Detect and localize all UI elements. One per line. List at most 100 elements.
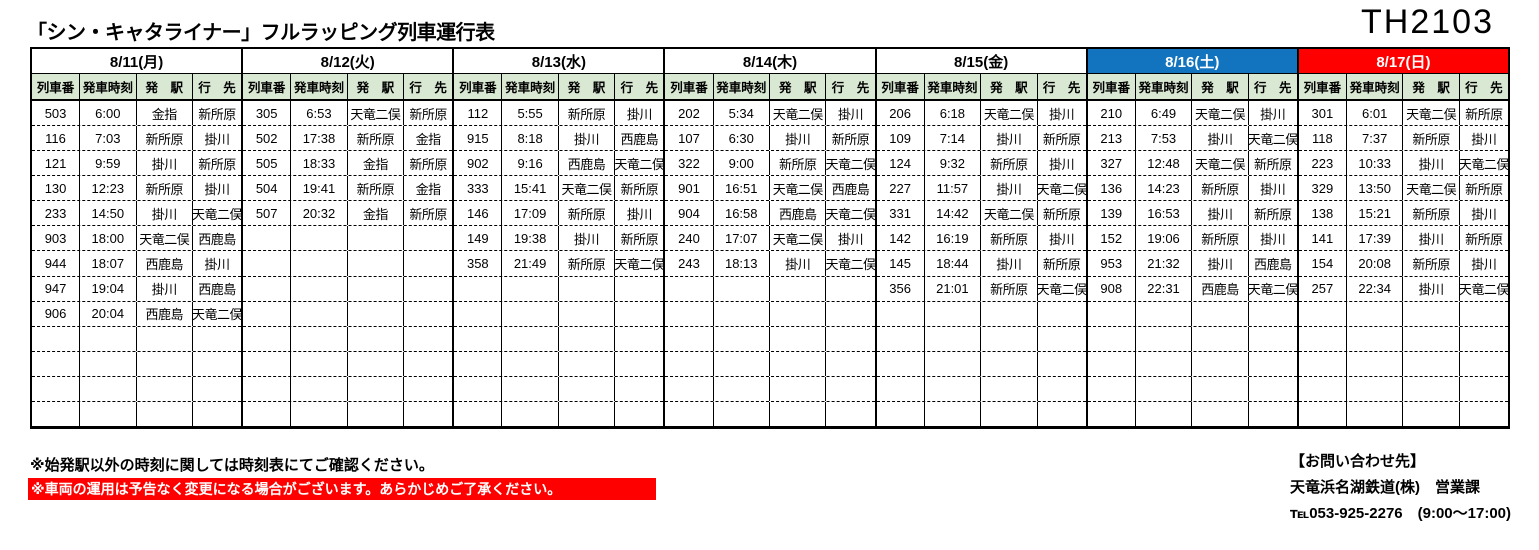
- timetable-row: [32, 351, 242, 377]
- cell-departure-station: 西鹿島: [137, 251, 193, 276]
- cell-train-number: 210: [1088, 101, 1136, 126]
- cell-departure-station: 掛川: [559, 126, 616, 151]
- timetable-row: 145 18:44 掛川 新所原: [876, 251, 1086, 277]
- cell-destination: 新所原: [1042, 131, 1081, 147]
- cell-train-number: 206: [877, 101, 925, 126]
- cell-destination: [826, 402, 874, 426]
- cell-departure-station: 西鹿島: [770, 201, 827, 226]
- cell-departure-station: 掛川: [1192, 251, 1249, 276]
- cell-destination: 掛川: [837, 106, 864, 122]
- cell-destination: 掛川: [837, 231, 864, 247]
- cell-destination: [826, 352, 874, 376]
- cell-destination: [826, 327, 874, 351]
- cell-departure-time: 18:07: [80, 251, 137, 276]
- cell-departure-time: [291, 276, 348, 301]
- cell-train-number: 107: [665, 126, 714, 151]
- column-header-row: 列車番 発車時刻発 駅行 先: [1087, 74, 1297, 101]
- cell-train-number: 116: [32, 126, 81, 151]
- cell-departure-station: [770, 351, 827, 376]
- cell-departure-station: 金指: [137, 101, 193, 126]
- day-group-1: 8/12(火) 列車番 発車時刻発 駅行 先 305 6:53 天竜二俣 新所原 502 17:…: [243, 49, 455, 427]
- cell-departure-time: [291, 226, 348, 251]
- cell-departure-station: 金指: [348, 201, 405, 226]
- cell-destination: 天竜二俣: [615, 257, 664, 272]
- cell-departure-time: 20:32: [291, 201, 348, 226]
- cell-train-number: 507: [243, 201, 292, 226]
- cell-destination: [615, 327, 663, 351]
- cell-departure-station: 金指: [348, 151, 405, 176]
- cell-destination: 掛川: [204, 257, 231, 272]
- page-title: 「シン・キャタライナー」フルラッピング列車運行表: [27, 22, 495, 44]
- cell-train-number: 906: [32, 301, 81, 326]
- cell-departure-time: [925, 376, 982, 401]
- timetable-row: [665, 351, 875, 377]
- cell-departure-station: [348, 401, 405, 427]
- timetable-row: [877, 401, 1086, 427]
- cell-departure-station: 天竜二俣: [1403, 176, 1460, 201]
- cell-departure-time: 21:32: [1136, 251, 1193, 276]
- cell-destination: 天竜二俣: [1459, 156, 1508, 172]
- cell-destination: [404, 277, 452, 301]
- timetable-row: 124 9:32 新所原 掛川: [876, 151, 1086, 177]
- cell-departure-station: 掛川: [1192, 126, 1249, 151]
- cell-departure-time: [925, 351, 982, 376]
- cell-train-number: 152: [1088, 226, 1136, 251]
- cell-train-number: 109: [877, 126, 925, 151]
- cell-departure-time: 12:48: [1136, 151, 1193, 176]
- cell-departure-station: [559, 301, 616, 326]
- cell-departure-time: [714, 301, 770, 326]
- cell-departure-time: 19:06: [1136, 226, 1193, 251]
- cell-departure-time: 19:41: [291, 176, 348, 201]
- cell-departure-time: [1347, 376, 1404, 401]
- cell-departure-station: 新所原: [1403, 251, 1460, 276]
- cell-train-number: 154: [1299, 251, 1347, 276]
- cell-departure-time: 9:59: [80, 151, 137, 176]
- day-group-6: 8/17(日) 列車番 発車時刻発 駅行 先 301 6:01 天竜二俣 新所原 118 7:3…: [1298, 49, 1508, 427]
- cell-departure-time: 6:18: [925, 101, 982, 126]
- timetable-row: 139 16:53 掛川 新所原: [1087, 201, 1297, 227]
- column-header-train-number: 列車番: [1299, 74, 1347, 99]
- timetable-row: 902 9:16 西鹿島 天竜二俣: [454, 151, 664, 177]
- cell-departure-station: 新所原: [1192, 176, 1249, 201]
- column-header-destination: 行 先: [620, 81, 659, 95]
- cell-destination: 天竜二俣: [193, 307, 242, 323]
- cell-departure-time: 22:34: [1347, 276, 1404, 301]
- cell-departure-station: 掛川: [1403, 226, 1460, 251]
- cell-destination: 天竜二俣: [615, 156, 664, 172]
- cell-departure-station: [348, 326, 405, 351]
- cell-departure-time: 15:41: [502, 176, 559, 201]
- timetable-row: 121 9:59 掛川 新所原: [32, 151, 242, 177]
- cell-departure-station: 掛川: [981, 126, 1038, 151]
- cell-departure-time: 7:53: [1136, 126, 1193, 151]
- cell-departure-time: 14:42: [925, 201, 982, 226]
- timetable-row: 358 21:49 新所原 天竜二俣: [454, 251, 664, 277]
- column-header-departure-station: 発 駅: [1403, 74, 1460, 99]
- cell-train-number: 243: [665, 251, 714, 276]
- cell-destination: 新所原: [198, 156, 236, 172]
- cell-train-number: [1088, 351, 1136, 376]
- cell-departure-time: [80, 401, 137, 427]
- cell-destination: 掛川: [626, 206, 653, 222]
- column-header-destination: 行 先: [1253, 81, 1292, 95]
- cell-train-number: 904: [665, 201, 714, 226]
- cell-departure-station: 掛川: [137, 201, 193, 226]
- cell-train-number: [243, 401, 292, 427]
- column-header-destination: 行 先: [1465, 81, 1503, 95]
- timetable-row: 136 14:23 新所原 掛川: [1087, 176, 1297, 202]
- cell-train-number: [454, 326, 503, 351]
- cell-train-number: 227: [877, 176, 925, 201]
- cell-departure-station: 掛川: [137, 276, 193, 301]
- cell-destination: [615, 302, 663, 326]
- cell-departure-station: 新所原: [1192, 226, 1249, 251]
- cell-destination: [615, 277, 663, 301]
- cell-train-number: 301: [1299, 101, 1347, 126]
- cell-destination: 西鹿島: [620, 131, 659, 147]
- cell-train-number: [454, 401, 503, 427]
- cell-departure-time: 18:00: [80, 226, 137, 251]
- cell-train-number: 145: [877, 251, 925, 276]
- cell-departure-station: [770, 401, 827, 427]
- cell-destination: [1038, 302, 1086, 326]
- cell-departure-station: [559, 276, 616, 301]
- cell-destination: 新所原: [1465, 181, 1503, 197]
- timetable-row: [454, 351, 664, 377]
